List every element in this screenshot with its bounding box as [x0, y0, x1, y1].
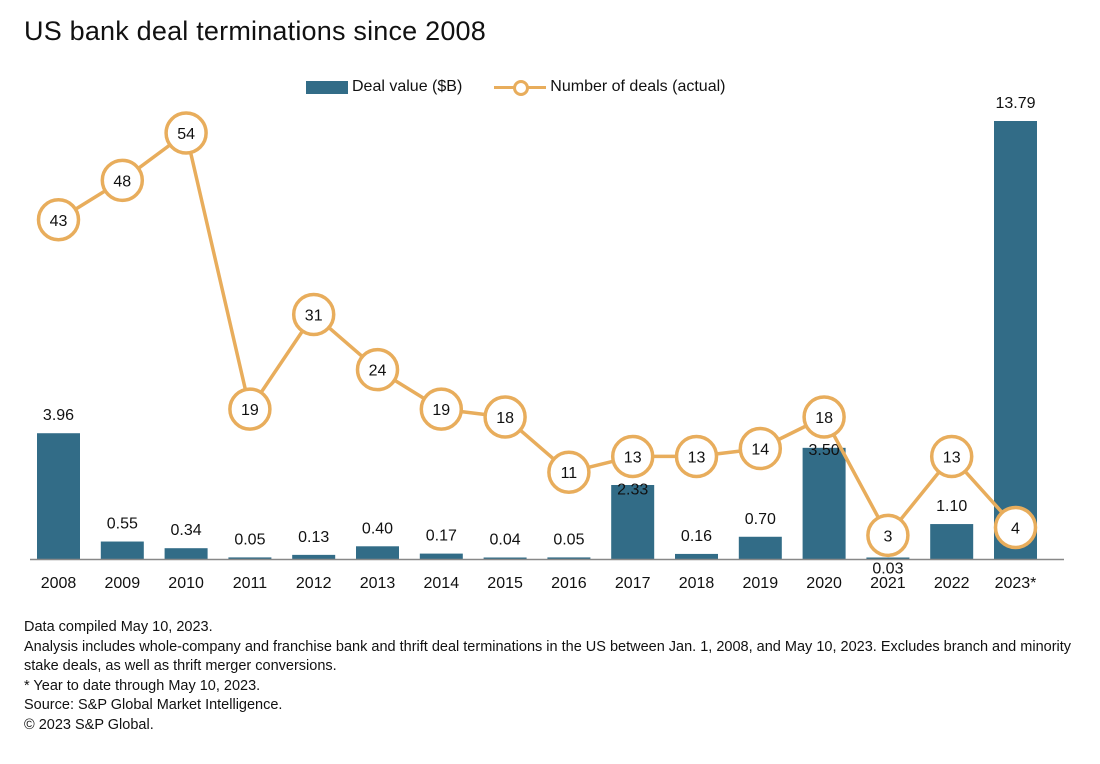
- line-point-2010: [164, 111, 208, 155]
- legend-line-label: Number of deals (actual): [550, 78, 726, 95]
- legend-item-deal-value: Deal value ($B): [306, 78, 462, 96]
- x-tick-label-2020: 2020: [806, 575, 842, 592]
- bar-value-label-2019: 0.70: [745, 511, 776, 528]
- chart-notes: Data compiled May 10, 2023. Analysis inc…: [24, 618, 1084, 735]
- bar-value-label-2017: 2.33: [617, 481, 648, 498]
- bar-2011: [228, 557, 272, 559]
- x-tick-label-2015: 2015: [487, 575, 523, 592]
- bar-2016: [547, 557, 591, 559]
- bar-value-label-2018: 0.16: [681, 528, 712, 545]
- line-point-label-2014: 19: [432, 402, 450, 419]
- bar-2014: [419, 553, 463, 559]
- line-point-label-2009: 48: [113, 173, 131, 190]
- bar-value-label-2021: 0.03: [872, 560, 903, 577]
- bar-value-label-2009: 0.55: [107, 516, 138, 533]
- bar-value-label-2015: 0.04: [490, 532, 521, 549]
- legend-line-swatch: [494, 79, 547, 96]
- bar-2012: [292, 554, 336, 559]
- x-tick-label-2019: 2019: [743, 575, 779, 592]
- line-number-of-deals: [57, 131, 1017, 538]
- line-point-2021: [866, 513, 910, 558]
- bar-2017: [611, 484, 655, 559]
- line-point-label-2015: 18: [496, 410, 514, 427]
- line-point-2017: [610, 434, 655, 479]
- line-point-2018: [674, 434, 719, 479]
- note-analysis: Analysis includes whole-company and fran…: [24, 638, 1072, 675]
- x-tick-label-2014: 2014: [424, 575, 460, 592]
- line-point-2009: [100, 158, 145, 203]
- x-tick-label-2022: 2022: [934, 575, 970, 592]
- legend-bar-swatch: [306, 80, 348, 94]
- line-point-label-2022: 13: [943, 449, 961, 466]
- x-tick-label-2021: 2021: [870, 575, 906, 592]
- x-tick-label-2010: 2010: [168, 575, 204, 592]
- bar-value-label-2014: 0.17: [426, 528, 457, 545]
- line-point-label-2010: 54: [177, 126, 195, 143]
- bar-2023*: [994, 121, 1037, 559]
- line-point-label-2018: 13: [688, 449, 706, 466]
- line-point-2022: [929, 434, 974, 479]
- x-tick-label-2011: 2011: [233, 575, 268, 592]
- bar-value-label-2016: 0.05: [553, 531, 584, 548]
- bar-value-label-2012: 0.13: [298, 529, 329, 546]
- x-tick-label-2012: 2012: [296, 575, 332, 592]
- bar-value-label-2011: 0.05: [234, 531, 265, 548]
- note-year-to-date: * Year to date through May 10, 2023.: [24, 677, 261, 694]
- bar-2021: [866, 557, 910, 559]
- x-tick-label-2023*: 2023*: [995, 575, 1037, 592]
- chart-area: 2008 2009 2010 2011 2012 2013 2014 2015 2016 2017…: [30, 95, 1064, 592]
- line-point-2019: [738, 426, 783, 471]
- bar-value-label-2022: 1.10: [936, 498, 967, 515]
- line-point-2016: [547, 450, 591, 494]
- bar-2022: [930, 524, 974, 559]
- bar-2020: [802, 447, 846, 559]
- bar-value-label-2008: 3.96: [43, 407, 74, 424]
- bar-value-label-2013: 0.40: [362, 520, 393, 537]
- line-point-2008: [36, 198, 81, 242]
- line-point-label-2017: 13: [624, 449, 642, 466]
- x-tick-label-2008: 2008: [41, 575, 77, 592]
- legend-item-number-of-deals: Number of deals (actual): [494, 78, 725, 96]
- line-point-2015: [483, 395, 527, 439]
- bar-2009: [100, 541, 144, 559]
- bar-2018: [675, 553, 718, 559]
- line-point-2012: [291, 292, 336, 337]
- bar-2013: [356, 546, 399, 559]
- bar-value-label-2023*: 13.79: [995, 95, 1035, 112]
- line-point-2023*: [993, 505, 1038, 550]
- line-point-label-2023*: 4: [1011, 520, 1020, 537]
- x-tick-label-2009: 2009: [105, 575, 141, 592]
- line-point-label-2013: 24: [369, 363, 387, 380]
- line-point-2011: [228, 387, 272, 431]
- line-point-label-2021: 3: [883, 528, 892, 545]
- x-tick-label-2017: 2017: [615, 575, 651, 592]
- legend-bar-label: Deal value ($B): [352, 78, 463, 95]
- legend: Deal value ($B) Number of deals (actual): [306, 78, 757, 96]
- line-point-label-2012: 31: [305, 307, 323, 324]
- line-point-2014: [419, 387, 464, 431]
- bar-2008: [37, 433, 80, 559]
- line-point-label-2016: 11: [561, 465, 578, 482]
- chart-title: US bank deal terminations since 2008: [24, 16, 486, 46]
- bar-2019: [738, 536, 782, 559]
- bar-2015: [483, 557, 527, 559]
- note-source: Source: S&P Global Market Intelligence.: [24, 697, 283, 713]
- x-tick-label-2018: 2018: [679, 575, 715, 592]
- line-point-2020: [802, 395, 846, 439]
- line-point-label-2019: 14: [751, 442, 769, 459]
- line-point-label-2020: 18: [815, 410, 833, 427]
- bar-2010: [164, 548, 208, 559]
- line-point-2013: [355, 347, 400, 392]
- x-tick-label-2016: 2016: [551, 575, 587, 592]
- line-point-label-2008: 43: [50, 213, 68, 230]
- bar-value-label-2010: 0.34: [171, 522, 202, 539]
- x-tick-label-2013: 2013: [360, 575, 396, 592]
- note-data-compiled: Data compiled May 10, 2023.: [24, 619, 213, 635]
- bar-value-label-2020: 3.50: [809, 442, 840, 459]
- note-copyright: © 2023 S&P Global.: [24, 716, 154, 733]
- line-point-label-2011: 19: [241, 402, 259, 419]
